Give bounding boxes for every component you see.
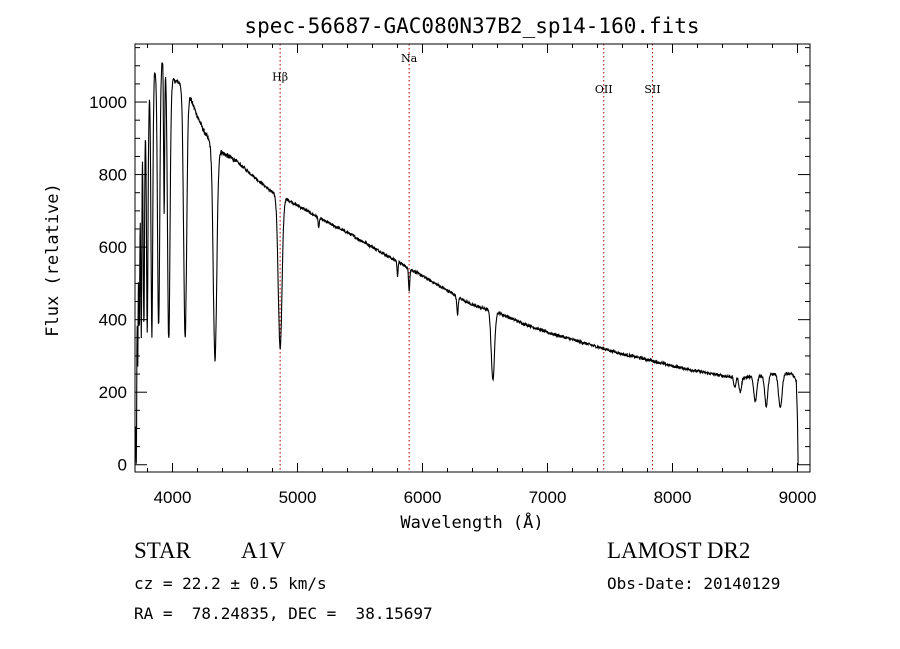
y-tick-label-1: 200 [99, 383, 127, 402]
x-tick-label-1: 5000 [279, 488, 317, 507]
x-tick-label-2: 6000 [404, 488, 442, 507]
spectral-subclass: A1V [241, 538, 286, 563]
line-markers: Hβ Na OII SII [272, 44, 661, 472]
line-marker-label-1: Na [401, 52, 418, 65]
y-tick-label-4: 800 [99, 166, 127, 185]
y-axis-label: Flux (relative) [43, 183, 63, 337]
x-tick-label-5: 9000 [779, 488, 817, 507]
redshift-velocity: cz = 22.2 ± 0.5 km/s [134, 574, 327, 593]
observation-date: Obs-Date: 20140129 [607, 574, 781, 593]
object-class: STAR [134, 538, 191, 563]
y-axis: 0 200 400 600 800 1000 [89, 47, 810, 475]
x-tick-label-3: 7000 [529, 488, 567, 507]
x-axis-label-text: Wavelength (Å) [400, 511, 543, 533]
line-marker-label-2: OII [595, 83, 613, 96]
x-tick-label-4: 8000 [654, 488, 692, 507]
spectrum-line [134, 62, 799, 465]
y-tick-label-5: 1000 [89, 93, 127, 112]
x-tick-label-0: 4000 [154, 488, 192, 507]
x-axis: 4000 5000 6000 7000 8000 9000 [147, 44, 817, 507]
y-tick-label-3: 600 [99, 238, 127, 257]
survey-name: LAMOST DR2 [607, 538, 751, 563]
plot-frame [134, 43, 811, 473]
chart-title: spec-56687-GAC080N37B2_sp14-160.fits [244, 14, 699, 38]
spectrum-series [134, 62, 799, 465]
y-tick-label-0: 0 [118, 456, 127, 475]
line-marker-label-0: Hβ [272, 70, 288, 83]
coordinates: RA = 78.24835, DEC = 38.15697 [134, 604, 433, 623]
x-axis-label: Wavelength (Å) [400, 511, 543, 533]
y-tick-label-2: 400 [99, 311, 127, 330]
line-marker-label-3: SII [644, 83, 660, 96]
